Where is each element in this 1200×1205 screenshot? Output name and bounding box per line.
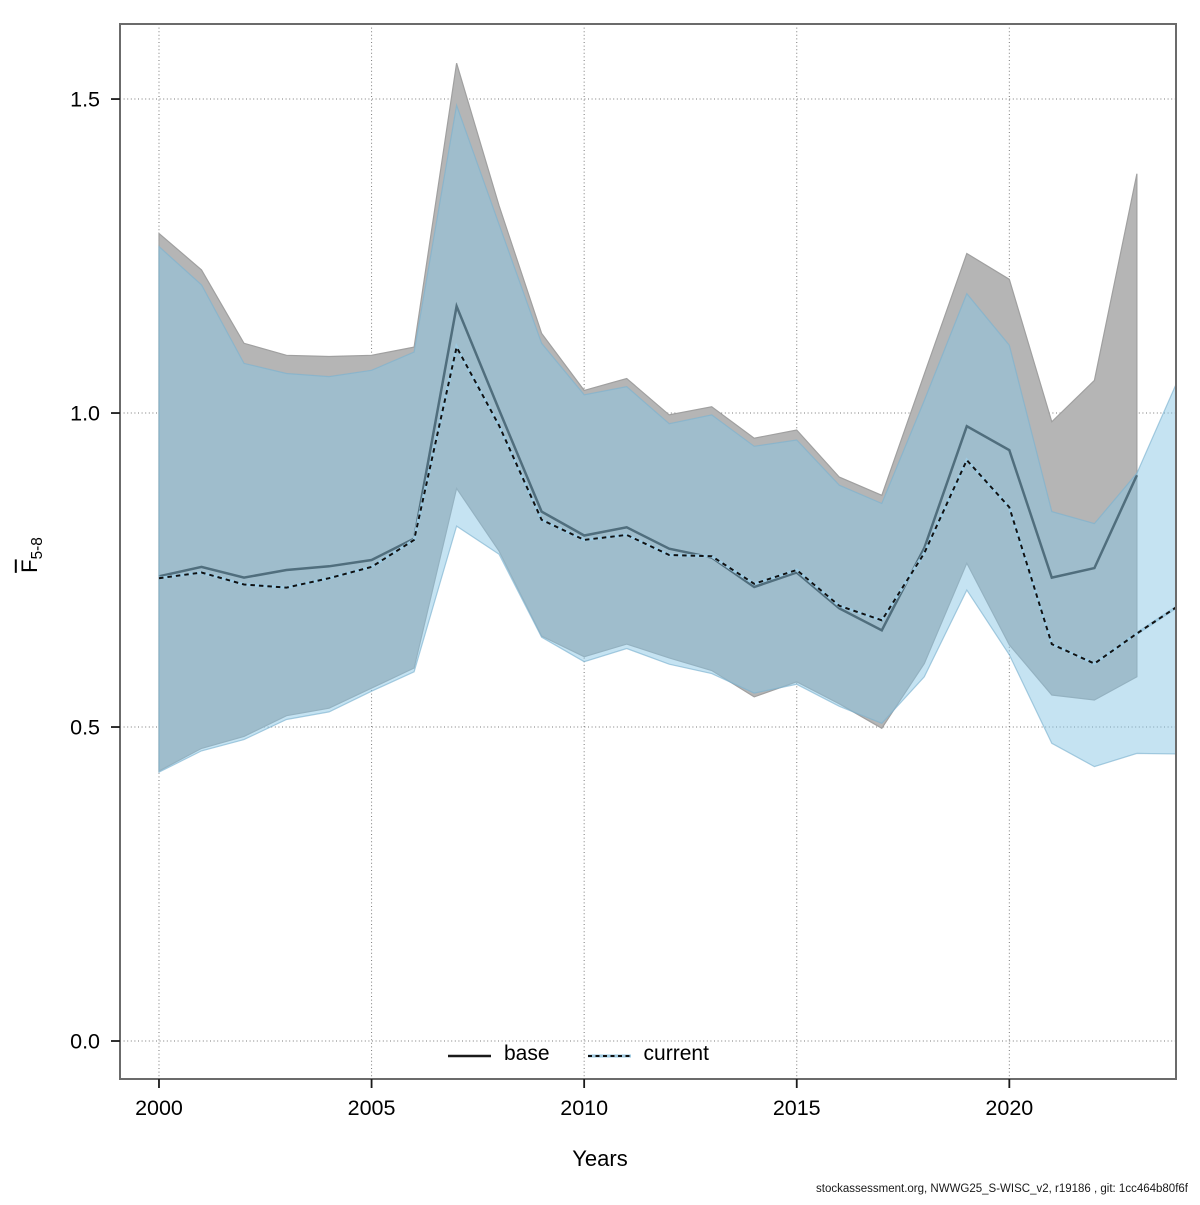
legend-label-base: base bbox=[504, 1042, 550, 1065]
legend-label-current: current bbox=[643, 1042, 709, 1065]
x-tick-label: 2015 bbox=[773, 1096, 821, 1120]
current-line-swatch-svg bbox=[587, 1054, 631, 1058]
base-line-swatch-svg bbox=[448, 1054, 491, 1058]
y-tick-labels: 0.0 0.5 1.0 1.5 bbox=[70, 88, 100, 1054]
axis-ticks bbox=[111, 98, 1011, 1088]
y-axis-label-symbol: F bbox=[16, 559, 42, 573]
plot-layers bbox=[158, 63, 1176, 774]
base-line-swatch bbox=[448, 1042, 491, 1066]
y-tick-label: 0.5 bbox=[70, 716, 100, 740]
y-axis-label-subscript: 5-8 bbox=[29, 537, 47, 560]
y-tick-label: 1.0 bbox=[70, 402, 100, 426]
current-line bbox=[158, 344, 1176, 665]
y-tick-label: 0.0 bbox=[70, 1030, 100, 1054]
x-axis-label: Years bbox=[572, 1146, 628, 1171]
legend-item-current: current bbox=[587, 1042, 709, 1066]
base-line bbox=[158, 301, 1139, 632]
x-tick-label: 2020 bbox=[985, 1096, 1033, 1120]
x-tick-labels: 2000 2005 2010 2015 2020 bbox=[135, 1096, 1033, 1120]
plot-border bbox=[119, 23, 1177, 1080]
current-line-swatch bbox=[587, 1042, 631, 1066]
y-axis-label: F5-8 bbox=[17, 537, 47, 573]
x-tick-label: 2005 bbox=[348, 1096, 396, 1120]
y-tick-label: 1.5 bbox=[70, 88, 100, 112]
x-tick-label: 2000 bbox=[135, 1096, 183, 1120]
x-tick-label: 2010 bbox=[560, 1096, 608, 1120]
current-confidence-band bbox=[158, 102, 1176, 774]
legend-item-base: base bbox=[448, 1042, 550, 1066]
base-confidence-band bbox=[158, 63, 1138, 772]
gridlines bbox=[120, 24, 1176, 1079]
legend: base current bbox=[448, 1042, 709, 1066]
footer-attribution: stockassessment.org, NWWG25_S-WISC_v2, r… bbox=[816, 1183, 1188, 1195]
